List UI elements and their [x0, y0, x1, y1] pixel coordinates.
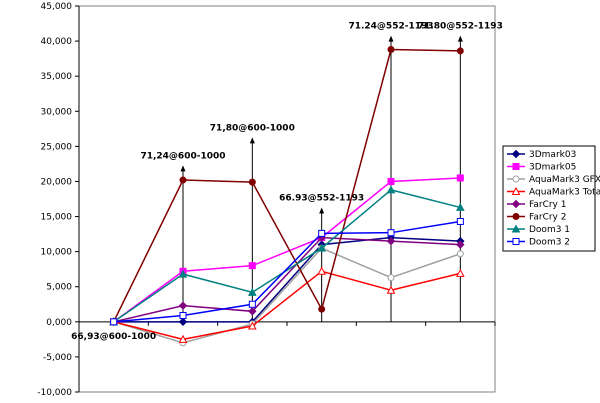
- data-point: [110, 318, 118, 326]
- series-line: [113, 220, 461, 323]
- legend-label: AquaMark3 GFX: [529, 175, 600, 185]
- legend-item: Doom3 2: [507, 238, 570, 248]
- legend-item: AquaMark3 GFX: [507, 175, 600, 185]
- data-point: [387, 46, 395, 54]
- y-tick-label: 40,000: [41, 37, 73, 47]
- legend-label: Doom3 1: [529, 225, 570, 235]
- data-point: [178, 301, 188, 310]
- data-point: [387, 274, 395, 282]
- annotation-label: 71.80@552-1193: [418, 22, 503, 32]
- legend-label: 3Dmark05: [529, 163, 576, 173]
- legend-label: FarCry 2: [529, 213, 566, 223]
- series-line: [113, 177, 461, 323]
- data-point: [387, 229, 395, 237]
- data-point: [456, 240, 465, 249]
- y-tick-label: 0,000: [46, 318, 72, 328]
- legend-marker: [511, 149, 521, 159]
- y-tick-label: 10,000: [41, 248, 73, 258]
- legend: 3Dmark03 3Dmark05 AquaMark3 GFX AquaMark3 T…: [502, 145, 600, 252]
- legend-marker: [511, 186, 521, 195]
- y-tick-label: 5,000: [46, 283, 72, 293]
- annotation-label: 66.93@552-1193: [279, 194, 364, 204]
- legend-label: FarCry 1: [529, 200, 566, 210]
- data-point: [318, 229, 326, 237]
- y-tick-label: 20,000: [41, 177, 73, 187]
- data-point: [387, 177, 395, 185]
- annotation-label: 66,93@600-1000: [71, 332, 156, 342]
- y-tick-label: -10,000: [37, 388, 72, 398]
- legend-marker: [511, 199, 521, 209]
- series-line: [113, 270, 461, 341]
- annotation-label: 71,80@600-1000: [210, 123, 295, 133]
- data-point: [179, 176, 187, 184]
- annotation-arrowhead: [180, 165, 186, 172]
- annotation-arrowhead: [319, 207, 325, 214]
- legend-item: FarCry 1: [507, 199, 566, 210]
- data-point: [318, 305, 326, 313]
- data-point: [456, 174, 464, 182]
- y-tick-label: -5,000: [43, 353, 72, 363]
- legend-marker: [512, 175, 520, 183]
- y-tick-label: 45,000: [41, 2, 73, 12]
- legend-item: 3Dmark03: [507, 149, 576, 160]
- legend-item: 3Dmark05: [507, 163, 576, 173]
- annotation-labels: 66,93@600-1000 71,24@600-1000 71,80@600-10…: [71, 22, 503, 342]
- y-tick-label: 35,000: [41, 72, 73, 82]
- legend-label: AquaMark3 Total: [529, 188, 600, 198]
- data-point: [247, 287, 257, 296]
- annotation-arrowhead: [388, 35, 394, 42]
- data-point: [456, 47, 464, 55]
- data-point: [456, 217, 464, 225]
- series-line: [113, 247, 461, 344]
- legend-item: AquaMark3 Total: [507, 186, 600, 198]
- annotation-arrowhead: [457, 35, 463, 42]
- series-line: [113, 189, 461, 323]
- series-7: [110, 217, 464, 326]
- series-line: [113, 236, 461, 323]
- legend-label: Doom3 2: [529, 238, 570, 248]
- y-tick-label: 25,000: [41, 142, 73, 152]
- legend-marker: [512, 163, 520, 170]
- legend-label: 3Dmark03: [529, 150, 576, 160]
- data-point: [178, 269, 188, 278]
- data-point: [456, 250, 464, 258]
- legend-marker: [512, 238, 520, 245]
- data-point: [248, 300, 256, 308]
- annotation-label: 71.24@552-1193: [348, 22, 433, 32]
- legend-item: Doom3 1: [507, 224, 570, 235]
- data-point: [247, 321, 257, 330]
- data-point: [386, 185, 396, 194]
- data-point: [248, 307, 257, 316]
- series-line: [113, 236, 461, 323]
- annotation-arrowhead: [249, 137, 255, 144]
- data-point: [455, 268, 465, 277]
- data-point: [179, 312, 187, 320]
- legend-marker: [512, 213, 520, 220]
- y-tick-label: 15,000: [41, 213, 73, 223]
- annotation-label: 71,24@600-1000: [140, 151, 225, 161]
- data-point: [386, 285, 396, 294]
- legend-marker: [511, 224, 521, 233]
- data-point: [178, 334, 188, 343]
- data-point: [386, 236, 396, 246]
- data-point: [178, 317, 188, 327]
- data-point: [455, 202, 465, 211]
- data-point: [317, 266, 327, 275]
- series-line: [112, 48, 461, 323]
- data-point: [317, 243, 327, 252]
- data-point: [248, 262, 256, 270]
- y-tick-label: 30,000: [41, 107, 73, 117]
- data-point: [248, 178, 256, 186]
- legend-item: FarCry 2: [507, 213, 566, 223]
- series-layer: [109, 46, 465, 347]
